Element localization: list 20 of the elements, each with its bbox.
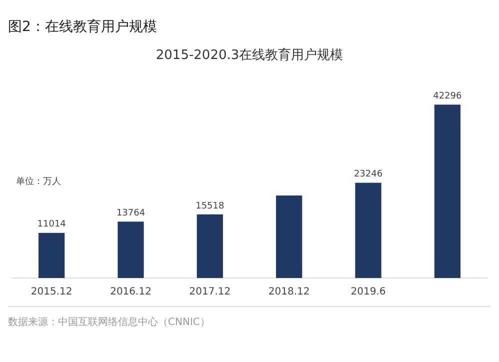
bar bbox=[118, 222, 144, 278]
data-label: 15518 bbox=[196, 201, 224, 212]
bar bbox=[196, 214, 223, 278]
bar bbox=[38, 232, 65, 278]
chart-subtitle: 2015-2020.3在线教育用户规模 bbox=[156, 47, 344, 64]
x-tick-label: 2015.12 bbox=[30, 286, 72, 298]
bar bbox=[276, 196, 302, 278]
bar bbox=[355, 182, 382, 278]
data-label: 23246 bbox=[354, 170, 383, 180]
x-tick-label: 2018.12 bbox=[268, 286, 310, 298]
data-label: 13764 bbox=[116, 208, 146, 218]
bar bbox=[434, 104, 460, 278]
x-tick-label: 2016.12 bbox=[110, 286, 152, 298]
x-tick-label: 2017.12 bbox=[189, 286, 231, 298]
annotation: 单位：万人 bbox=[16, 176, 61, 187]
data-label: 42296 bbox=[433, 92, 462, 102]
data-label: 11014 bbox=[37, 220, 66, 230]
source-note: 数据来源：中国互联网络信息中心（CNNIC） bbox=[8, 306, 491, 329]
chart-title: 图2：在线教育用户规模 bbox=[8, 18, 158, 36]
x-tick-label: 2019.6 bbox=[350, 286, 386, 298]
